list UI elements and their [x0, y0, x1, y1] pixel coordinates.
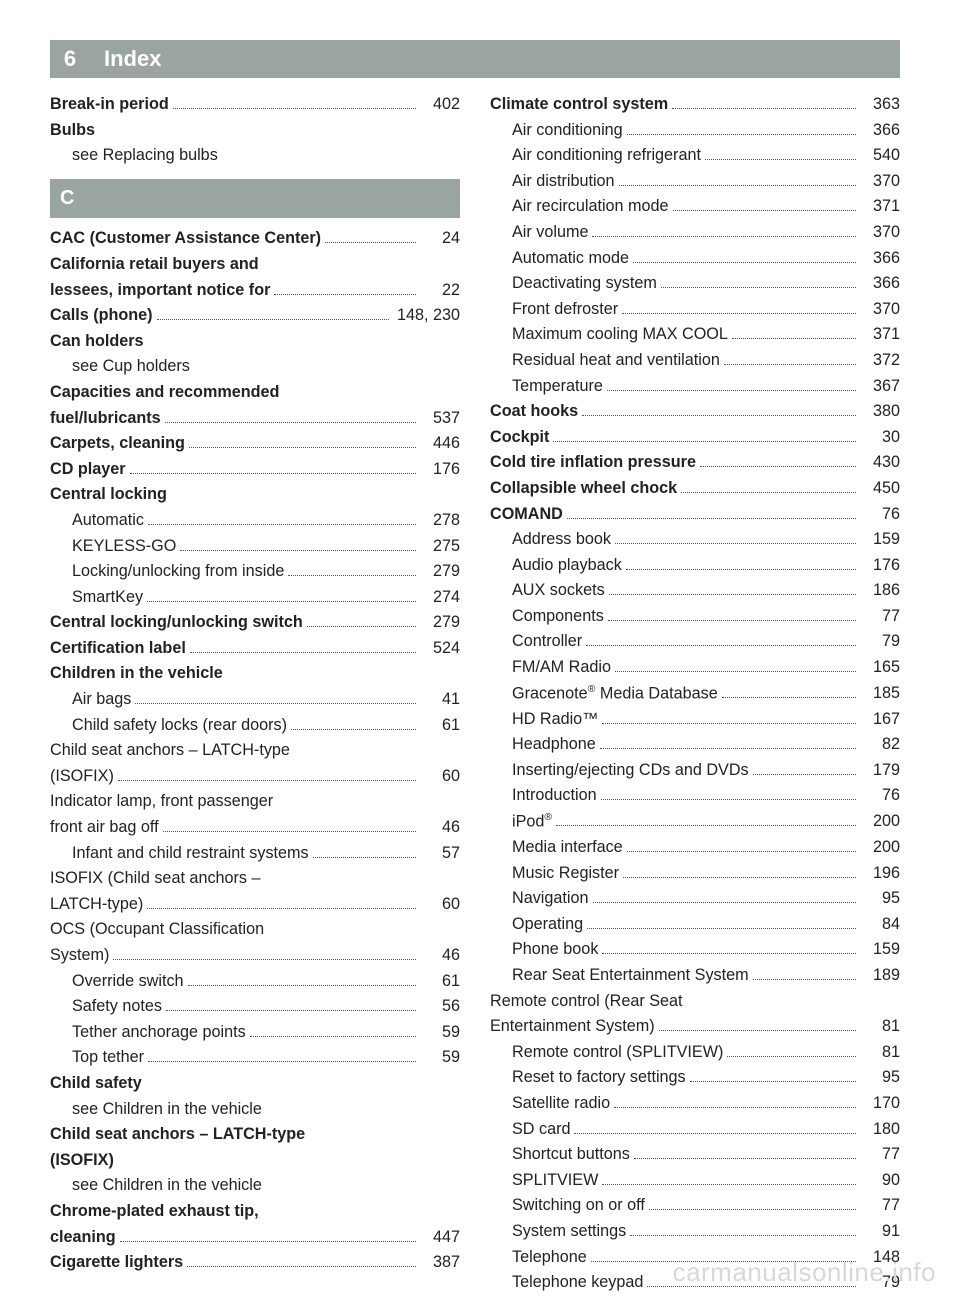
- index-entry: Rear Seat Entertainment System189: [490, 963, 900, 989]
- index-entry: Top tether59: [50, 1045, 460, 1071]
- index-entry: Satellite radio170: [490, 1091, 900, 1117]
- index-entry: Cigarette lighters387: [50, 1250, 460, 1276]
- index-entry: Capacities and recommendedfuel/lubricant…: [50, 380, 460, 431]
- index-entry: Air distribution370: [490, 169, 900, 195]
- index-entry: Certification label524: [50, 636, 460, 662]
- index-entry: Address book159: [490, 527, 900, 553]
- index-entry: Locking/unlocking from inside279: [50, 559, 460, 585]
- index-entry: Audio playback176: [490, 553, 900, 579]
- index-entry: Safety notes56: [50, 994, 460, 1020]
- index-entry: Phone book159: [490, 937, 900, 963]
- index-entry: Air bags41: [50, 687, 460, 713]
- index-entry: Child safety: [50, 1071, 460, 1097]
- index-column-right: Climate control system363Air conditionin…: [490, 92, 900, 1296]
- index-entry: CD player176: [50, 457, 460, 483]
- index-entry: see Children in the vehicle: [50, 1173, 460, 1199]
- index-entry: Air conditioning refrigerant540: [490, 143, 900, 169]
- index-entry: Inserting/ejecting CDs and DVDs179: [490, 758, 900, 784]
- index-entry: KEYLESS-GO275: [50, 534, 460, 560]
- page-header: 6 Index: [50, 40, 900, 78]
- index-entry: Central locking/unlocking switch279: [50, 610, 460, 636]
- index-entry: see Children in the vehicle: [50, 1097, 460, 1123]
- index-entry: COMAND76: [490, 502, 900, 528]
- index-entry: Air volume370: [490, 220, 900, 246]
- index-entry: SD card180: [490, 1117, 900, 1143]
- index-entry: OCS (Occupant ClassificationSystem)46: [50, 917, 460, 968]
- index-entry: Remote control (Rear SeatEntertainment S…: [490, 989, 900, 1040]
- page-number: 6: [50, 40, 90, 78]
- index-entry: Music Register196: [490, 861, 900, 887]
- index-entry: CAC (Customer Assistance Center)24: [50, 226, 460, 252]
- index-entry: Shortcut buttons77: [490, 1142, 900, 1168]
- page: 6 Index Break-in period402Bulbssee Repla…: [0, 0, 960, 1302]
- index-entry: Headphone82: [490, 732, 900, 758]
- index-entry: see Replacing bulbs: [50, 143, 460, 169]
- index-entry: Climate control system363: [490, 92, 900, 118]
- index-entry: FM/AM Radio165: [490, 655, 900, 681]
- index-entry: Deactivating system366: [490, 271, 900, 297]
- index-entry: (ISOFIX): [50, 1148, 460, 1174]
- index-entry: Break-in period402: [50, 92, 460, 118]
- index-entry: Chrome-plated exhaust tip,cleaning447: [50, 1199, 460, 1250]
- index-entry: Automatic278: [50, 508, 460, 534]
- index-entry: Residual heat and ventilation372: [490, 348, 900, 374]
- index-entry: Introduction76: [490, 783, 900, 809]
- index-entry: iPod®200: [490, 809, 900, 835]
- index-entry: Calls (phone)148, 230: [50, 303, 460, 329]
- index-entry: Navigation95: [490, 886, 900, 912]
- index-entry: Front defroster370: [490, 297, 900, 323]
- index-entry: Automatic mode366: [490, 246, 900, 272]
- index-column-left: Break-in period402Bulbssee Replacing bul…: [50, 92, 460, 1296]
- index-entry: Air conditioning366: [490, 118, 900, 144]
- index-entry: AUX sockets186: [490, 578, 900, 604]
- index-entry: System settings91: [490, 1219, 900, 1245]
- index-entry: Operating84: [490, 912, 900, 938]
- index-entry: Maximum cooling MAX COOL371: [490, 322, 900, 348]
- index-columns: Break-in period402Bulbssee Replacing bul…: [50, 92, 900, 1296]
- page-title: Index: [90, 40, 900, 78]
- index-entry: Gracenote® Media Database185: [490, 681, 900, 707]
- index-entry: SmartKey274: [50, 585, 460, 611]
- index-entry: Can holders: [50, 329, 460, 355]
- index-entry: HD Radio™167: [490, 707, 900, 733]
- index-entry: Media interface200: [490, 835, 900, 861]
- index-entry: Remote control (SPLITVIEW)81: [490, 1040, 900, 1066]
- index-entry: Reset to factory settings95: [490, 1065, 900, 1091]
- watermark: carmanualsonline.info: [673, 1257, 936, 1288]
- index-entry: Collapsible wheel chock450: [490, 476, 900, 502]
- index-entry: Switching on or off77: [490, 1193, 900, 1219]
- index-entry: Cold tire inflation pressure430: [490, 450, 900, 476]
- index-entry: Temperature367: [490, 374, 900, 400]
- index-entry: Coat hooks380: [490, 399, 900, 425]
- index-entry: ISOFIX (Child seat anchors –LATCH-type)6…: [50, 866, 460, 917]
- index-entry: Controller79: [490, 629, 900, 655]
- section-heading: C: [50, 179, 460, 219]
- index-entry: Cockpit30: [490, 425, 900, 451]
- index-entry: Infant and child restraint systems57: [50, 841, 460, 867]
- index-entry: Child seat anchors – LATCH-type: [50, 1122, 460, 1148]
- index-entry: Override switch61: [50, 969, 460, 995]
- index-entry: SPLITVIEW90: [490, 1168, 900, 1194]
- index-entry: California retail buyers andlessees, imp…: [50, 252, 460, 303]
- index-entry: Child safety locks (rear doors)61: [50, 713, 460, 739]
- index-entry: Bulbs: [50, 118, 460, 144]
- index-entry: Components77: [490, 604, 900, 630]
- index-entry: Child seat anchors – LATCH-type(ISOFIX)6…: [50, 738, 460, 789]
- index-entry: Tether anchorage points59: [50, 1020, 460, 1046]
- index-entry: Indicator lamp, front passengerfront air…: [50, 789, 460, 840]
- index-entry: Children in the vehicle: [50, 661, 460, 687]
- index-entry: Air recirculation mode371: [490, 194, 900, 220]
- index-entry: Carpets, cleaning446: [50, 431, 460, 457]
- index-entry: see Cup holders: [50, 354, 460, 380]
- index-entry: Central locking: [50, 482, 460, 508]
